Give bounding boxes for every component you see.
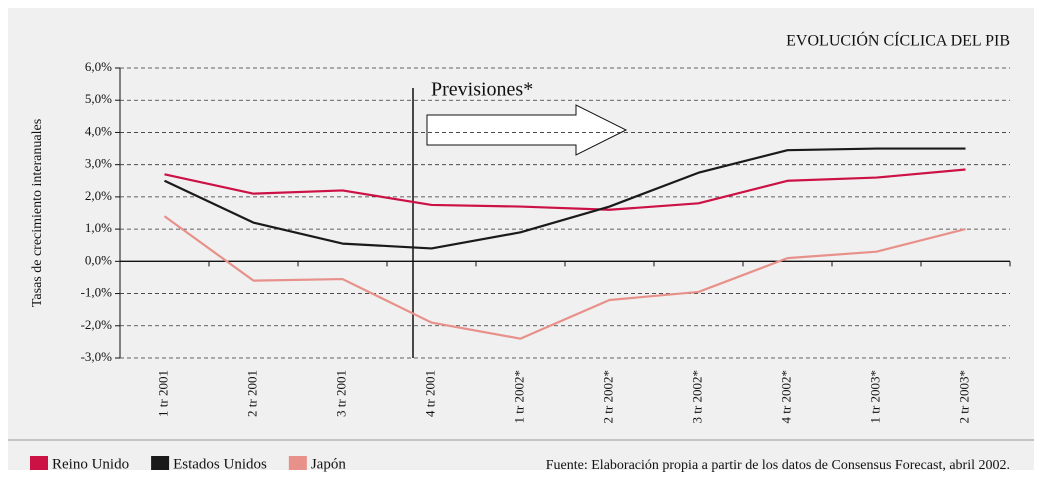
annotation: Previsiones*	[431, 79, 533, 101]
y-tick-label: -3,0%	[81, 349, 113, 364]
y-tick-label: 3,0%	[85, 156, 112, 171]
legend-swatch	[151, 456, 170, 470]
x-tick-label: 2 tr 2003*	[956, 370, 971, 423]
legend-swatch	[288, 456, 307, 470]
x-tick-label: 1 tr 2002*	[511, 370, 526, 423]
forecast-arrow	[426, 104, 628, 156]
legend-label: Reino Unido	[52, 456, 129, 472]
y-tick-label: 2,0%	[85, 188, 112, 203]
source: Fuente: Elaboración propia a partir de l…	[546, 458, 1010, 473]
series-line	[163, 215, 966, 340]
y-tick-label: 0,0%	[85, 252, 112, 267]
background	[8, 8, 1034, 470]
y-axis-label: Tasas de crecimiento interanuales	[30, 119, 45, 307]
series-line	[164, 147, 966, 250]
x-tick-label: 2 tr 2001	[244, 370, 259, 417]
y-tick-label: 6,0%	[85, 59, 112, 74]
x-tick-label: 3 tr 2002*	[689, 370, 704, 423]
y-tick-label: -2,0%	[81, 317, 113, 332]
x-tick-label: 4 tr 2002*	[778, 370, 793, 423]
y-tick-label: 4,0%	[85, 123, 112, 138]
legend-swatch	[30, 456, 48, 470]
y-tick-label: -1,0%	[81, 285, 113, 300]
series-line	[164, 168, 966, 211]
x-tick-label: 1 tr 2001	[155, 370, 170, 417]
x-tick-label: 2 tr 2002*	[600, 370, 615, 423]
y-tick-label: 5,0%	[85, 91, 112, 106]
legend-label: Japón	[311, 456, 346, 472]
x-tick-label: 1 tr 2003*	[867, 370, 882, 423]
x-tick-label: 3 tr 2001	[333, 370, 348, 417]
x-tick-label: 4 tr 2001	[422, 370, 437, 417]
legend-label: Estados Unidos	[173, 456, 267, 472]
chart-title: EVOLUCIÓN CÍCLICA DEL PIB	[786, 31, 1010, 50]
y-tick-label: 1,0%	[85, 220, 112, 235]
